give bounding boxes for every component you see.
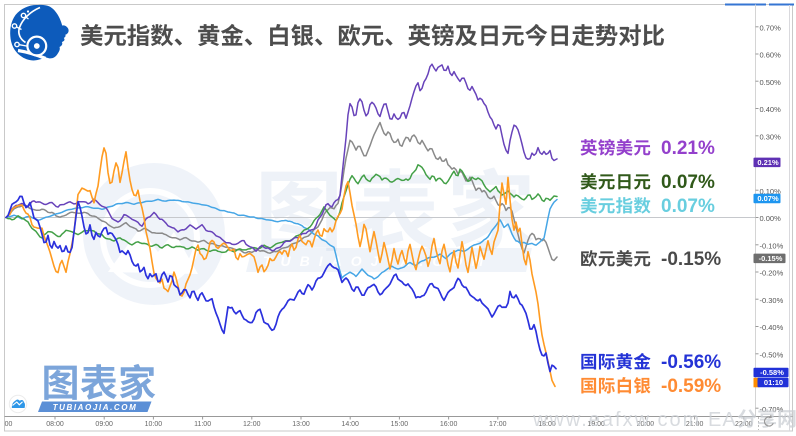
svg-text:-0.20%: -0.20% (760, 269, 784, 278)
svg-text:09:00: 09:00 (95, 421, 113, 428)
svg-text:-0.56%: -0.56% (661, 352, 721, 373)
svg-text:14:00: 14:00 (341, 421, 359, 428)
svg-text:17:00: 17:00 (489, 421, 507, 428)
svg-text:0.40%: 0.40% (760, 105, 782, 114)
svg-text:0.07%: 0.07% (661, 196, 715, 217)
svg-text:00: 00 (5, 421, 13, 428)
svg-text:0.07%: 0.07% (757, 194, 779, 203)
svg-text:-0.40%: -0.40% (760, 323, 784, 332)
svg-text:15:00: 15:00 (391, 421, 409, 428)
svg-text:TUBIAOJIA.COM: TUBIAOJIA.COM (53, 403, 138, 412)
svg-text:0.21%: 0.21% (757, 158, 779, 167)
svg-text:0.07%: 0.07% (661, 172, 715, 193)
svg-text:19:00: 19:00 (587, 421, 605, 428)
svg-text:-0.58%: -0.58% (760, 368, 784, 377)
svg-text:-0.70%: -0.70% (760, 405, 784, 414)
svg-text:0.60%: 0.60% (760, 51, 782, 60)
svg-text:10:00: 10:00 (145, 421, 163, 428)
svg-text:-0.15%: -0.15% (759, 254, 783, 263)
svg-text:0.50%: 0.50% (760, 78, 782, 87)
svg-text:www.eafxw.com: www.eafxw.com (532, 409, 701, 431)
svg-text:18:00: 18:00 (538, 421, 556, 428)
svg-text:11:00: 11:00 (194, 421, 211, 428)
svg-text:12:00: 12:00 (243, 421, 261, 428)
svg-text:0.70%: 0.70% (760, 23, 782, 32)
svg-text:-0.50%: -0.50% (760, 350, 784, 359)
svg-text:-0.10%: -0.10% (760, 241, 784, 250)
svg-text:0.21%: 0.21% (661, 138, 715, 159)
svg-text:08:00: 08:00 (46, 421, 64, 428)
svg-text:-0.15%: -0.15% (661, 249, 721, 270)
svg-text:01:10: 01:10 (764, 378, 783, 387)
svg-text:16:00: 16:00 (440, 421, 458, 428)
svg-text:21:00: 21:00 (686, 421, 704, 428)
svg-text:EA: EA (708, 409, 737, 431)
svg-text:-0.30%: -0.30% (760, 296, 784, 305)
svg-text:13:00: 13:00 (292, 421, 310, 428)
svg-text:0.00%: 0.00% (760, 214, 782, 223)
svg-text:0.10%: 0.10% (760, 187, 782, 196)
svg-text:20:00: 20:00 (637, 421, 655, 428)
svg-text:0.30%: 0.30% (760, 132, 782, 141)
svg-text:-0.59%: -0.59% (661, 376, 721, 397)
